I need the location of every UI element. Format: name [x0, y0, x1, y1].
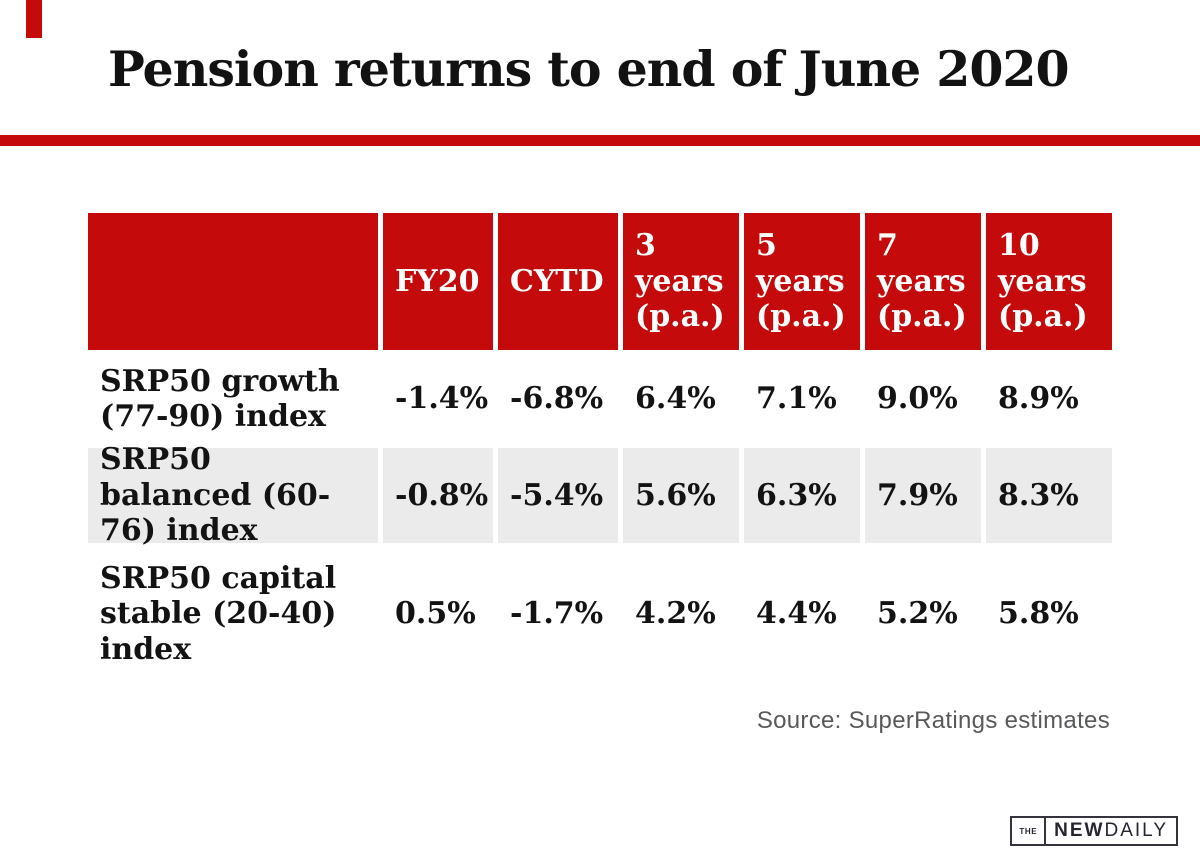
- title-divider-rule: [0, 135, 1200, 146]
- table-cell: 8.3%: [986, 448, 1112, 543]
- logo-divider: [1044, 818, 1047, 844]
- source-credit: Source: SuperRatings estimates: [756, 707, 1110, 734]
- column-header-7-years: 7 years (p.a.): [865, 213, 981, 350]
- logo-new-label: NEW: [1054, 820, 1105, 841]
- table-cell: -0.8%: [383, 448, 493, 543]
- logo-wordmark: NEW DAILY: [1046, 818, 1176, 844]
- row-label-capital-stable: SRP50 capital stable (20-40) index: [100, 560, 337, 667]
- table-cell: 4.4%: [756, 596, 837, 632]
- table-cell: -5.4%: [498, 448, 618, 543]
- table-cell: 5.6%: [623, 448, 739, 543]
- table-cell: -1.7%: [510, 596, 604, 632]
- table-cell: 8.9%: [998, 381, 1079, 417]
- logo-daily-label: DAILY: [1104, 820, 1168, 841]
- page-title: Pension returns to end of June 2020: [108, 40, 1070, 98]
- column-header-fy20: FY20: [383, 213, 493, 350]
- column-header-5-years: 5 years (p.a.): [744, 213, 860, 350]
- table-cell: 9.0%: [877, 381, 958, 417]
- table-cell: 4.2%: [635, 596, 716, 632]
- table-cell: 5.2%: [877, 596, 958, 632]
- logo-the-label: THE: [1019, 826, 1038, 836]
- table-cell: -6.8%: [510, 381, 604, 417]
- top-left-accent-bar: [26, 0, 42, 38]
- table-cell: 0.5%: [395, 596, 476, 632]
- column-header-10-years: 10 years (p.a.): [986, 213, 1112, 350]
- pension-returns-table: FY20 CYTD 3 years (p.a.) 5 years (p.a.) …: [88, 213, 1112, 682]
- table-cell: 5.8%: [998, 596, 1079, 632]
- column-header-cytd: CYTD: [498, 213, 618, 350]
- the-new-daily-logo: THE NEW DAILY: [1010, 816, 1178, 846]
- table-cell: 6.4%: [635, 381, 716, 417]
- table-cell: 7.1%: [756, 381, 837, 417]
- table-cell: 6.3%: [744, 448, 860, 543]
- table-cell: 7.9%: [865, 448, 981, 543]
- column-header-3-years: 3 years (p.a.): [623, 213, 739, 350]
- row-label-growth: SRP50 growth (77-90) index: [100, 363, 340, 434]
- row-label-balanced: SRP50 balanced (60-76) index: [88, 442, 378, 548]
- column-header-blank: [88, 213, 378, 350]
- table-cell: -1.4%: [395, 381, 489, 417]
